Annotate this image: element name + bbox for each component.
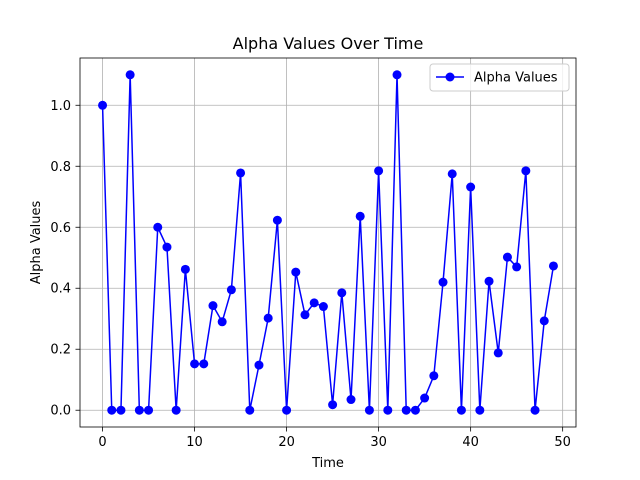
data-point — [199, 359, 209, 369]
legend: Alpha Values — [429, 63, 570, 92]
data-point — [180, 264, 190, 274]
y-axis-label: Alpha Values — [29, 200, 44, 284]
x-tick-label: 40 — [462, 435, 479, 450]
data-point — [125, 70, 135, 80]
data-point — [318, 302, 328, 312]
x-tick-label: 30 — [370, 435, 387, 450]
data-point — [263, 313, 273, 323]
axes-border — [79, 57, 577, 428]
axes-frame — [75, 57, 577, 432]
legend-marker-swatch — [445, 72, 455, 82]
plot-area — [80, 58, 576, 427]
data-point — [401, 405, 411, 415]
data-point — [420, 393, 430, 403]
x-tick-label: 20 — [278, 435, 295, 450]
data-point — [502, 252, 512, 262]
y-tick-label: 0.2 — [50, 343, 71, 358]
data-point — [438, 277, 448, 287]
data-point — [484, 276, 494, 286]
data-point — [364, 405, 374, 415]
x-tick-label: 10 — [186, 435, 203, 450]
series-line — [101, 74, 555, 411]
series-layer — [98, 70, 558, 415]
data-point — [383, 405, 393, 415]
data-point — [475, 405, 485, 415]
data-point — [153, 222, 163, 232]
data-point — [254, 360, 264, 370]
data-point — [355, 211, 365, 221]
x-tick-label: 50 — [554, 435, 571, 450]
data-point — [162, 242, 172, 252]
data-point — [493, 348, 503, 358]
data-point — [429, 371, 439, 381]
data-point — [466, 182, 476, 192]
y-tick-label: 0.6 — [50, 221, 71, 236]
y-tick-label: 0.4 — [50, 282, 71, 297]
legend-label: Alpha Values — [474, 71, 558, 86]
x-axis-label: Time — [311, 456, 344, 471]
x-tick-label: 0 — [98, 435, 106, 450]
data-point — [456, 405, 466, 415]
y-tick-label: 0.0 — [50, 404, 71, 419]
data-point — [512, 262, 522, 272]
data-point — [208, 301, 218, 311]
data-point — [309, 298, 319, 308]
y-tick-label: 0.8 — [50, 160, 71, 175]
data-point — [328, 400, 338, 410]
data-point — [337, 288, 347, 298]
data-point — [226, 285, 236, 295]
data-point — [116, 405, 126, 415]
data-point — [530, 405, 540, 415]
data-point — [272, 215, 282, 225]
data-point — [98, 100, 108, 110]
data-point — [521, 166, 531, 176]
data-point — [107, 405, 117, 415]
chart-title: Alpha Values Over Time — [233, 34, 424, 53]
data-point — [346, 395, 356, 405]
tick-labels: 0 10 20 30 40 50 0.0 0.2 0.4 0.6 0.8 1.0 — [50, 99, 571, 450]
data-point — [134, 405, 144, 415]
data-point — [144, 405, 154, 415]
data-point — [171, 405, 181, 415]
data-point — [410, 405, 420, 415]
data-point — [447, 169, 457, 179]
data-point — [374, 166, 384, 176]
data-point — [291, 267, 301, 277]
legend-box — [429, 63, 570, 92]
data-point — [548, 261, 558, 271]
data-point — [245, 405, 255, 415]
data-point — [190, 359, 200, 369]
y-tick-label: 1.0 — [50, 99, 71, 114]
data-point — [217, 317, 227, 327]
data-point — [392, 70, 402, 80]
grid-lines — [80, 58, 576, 427]
data-point — [236, 168, 246, 178]
data-point — [300, 310, 310, 320]
data-point — [539, 316, 549, 326]
data-point — [282, 405, 292, 415]
